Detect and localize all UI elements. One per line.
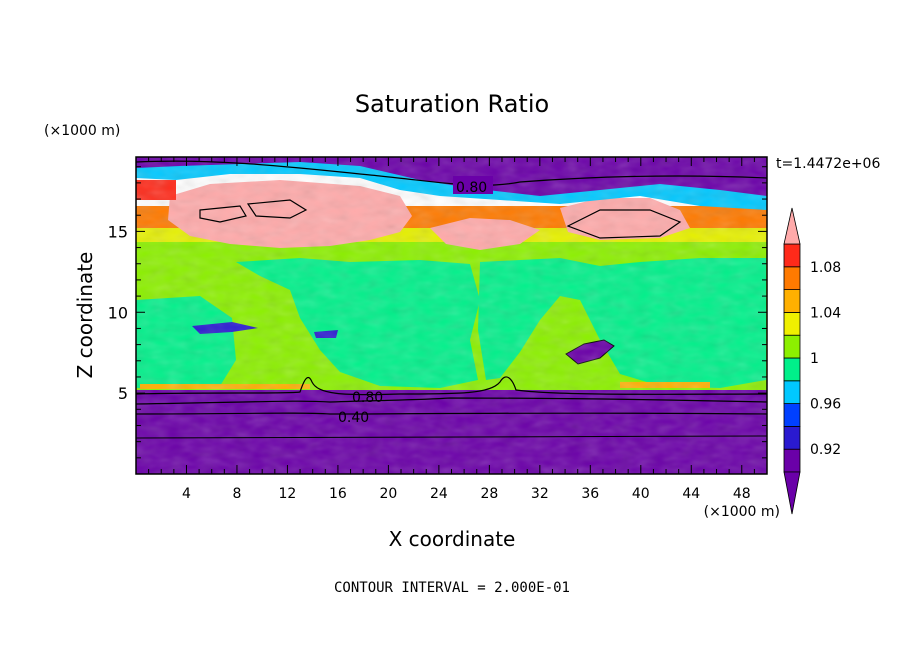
x-tick-label: 20 [379,486,397,502]
plot-field [136,157,767,474]
contour-cloud-right [566,209,682,239]
y-tick-label: 5 [118,384,128,403]
x-tick-label: 4 [182,486,191,502]
colorbar-segment [783,380,801,404]
colorbar-segment [783,289,801,313]
colorbar-segment [783,448,801,473]
x-tick-label: 16 [329,486,347,502]
x-tick-label: 48 [733,486,751,502]
x-tick-label: 32 [531,486,549,502]
x-tick-label: 8 [232,486,241,502]
colorbar-segment [783,334,801,359]
contour-label-080-mid: 0.80 [352,390,383,406]
x-tick-label: 40 [632,486,650,502]
y-unit-label: (×1000 m) [44,123,120,139]
colorbar-segment [783,403,801,427]
contour-interval-footer: CONTOUR INTERVAL = 2.000E-01 [334,580,570,596]
colorbar-over-arrow [783,207,801,245]
colorbar-segment [783,266,801,290]
colorbar: 0.92 0.96 1 1.04 1.08 [783,207,841,515]
contour-label-bg-1 [453,176,493,194]
contour-line-040 [136,412,767,415]
chart-title: Saturation Ratio [355,90,549,118]
x-tick-label: 36 [581,486,599,502]
x-tick-label: 28 [480,486,498,502]
colorbar-segment [783,243,801,268]
x-axis-label: X coordinate [389,527,516,551]
y-axis-label: Z coordinate [73,252,97,379]
x-tick-label: 12 [279,486,297,502]
x-unit-label: (×1000 m) [704,504,780,520]
x-tick-label: 24 [430,486,448,502]
contour-label-040: 0.40 [338,410,369,426]
contour-line-low [136,435,767,439]
colorbar-tick-label: 1.04 [810,305,841,321]
colorbar-tick-label: 1.08 [810,260,841,276]
colorbar-tick-label: 0.96 [810,397,841,413]
contour-line-surface [136,376,767,396]
contour-cloud-left [199,199,308,223]
contour-label-080-top: 0.80 [456,180,487,196]
x-tick-label: 44 [682,486,700,502]
contour-line-080 [136,397,767,405]
colorbar-tick-label: 1 [810,351,819,367]
y-tick-label: 15 [108,222,128,241]
y-tick-label: 10 [108,303,128,322]
x-axis-ticks: 4 8 12 16 20 24 28 32 36 40 44 48 [135,157,768,502]
colorbar-segment [783,357,801,382]
field-texture [136,157,767,474]
colorbar-under-arrow [783,471,801,515]
time-label: t=1.4472e+06 [776,156,880,172]
colorbar-tick-label: 0.92 [810,442,841,458]
y-axis-ticks: 5 10 15 [108,166,767,459]
colorbar-segment [783,425,801,450]
colorbar-segment [783,311,801,336]
